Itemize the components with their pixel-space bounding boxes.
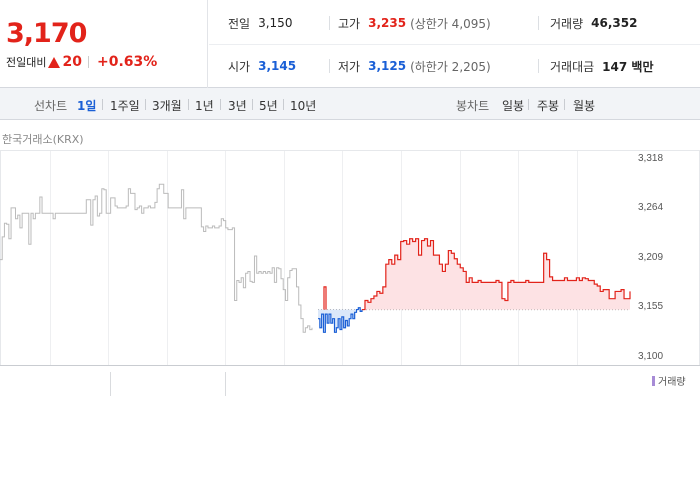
tab-1day[interactable]: 1일: [77, 99, 97, 113]
divider: [252, 99, 253, 110]
low-value: 3,125: [368, 59, 407, 73]
y-tick-label: 3,318: [638, 153, 663, 164]
divider: [283, 99, 284, 110]
price-box: 3,170 전일대비 20 +0.63%: [0, 0, 208, 88]
tab-1year[interactable]: 1년: [195, 99, 214, 113]
divider: [188, 99, 189, 110]
source-label: 한국거래소(KRX): [2, 133, 84, 146]
y-tick-label: 3,155: [638, 301, 663, 312]
volume-legend-label: 거래량: [658, 377, 686, 388]
volume-cell: 거래량 46,352: [550, 15, 637, 31]
series-previous-day: [0, 183, 313, 333]
quote-header: 3,170 전일대비 20 +0.63% 전일 3,150 고가 3,235 (…: [0, 0, 700, 88]
candle-chart-title: 봉차트: [456, 99, 490, 113]
prev-close-label: 전일: [228, 16, 251, 31]
open-label: 시가: [228, 59, 251, 74]
tab-5year[interactable]: 5년: [259, 99, 278, 113]
divider: [145, 99, 146, 110]
divider: [528, 99, 529, 110]
open-value: 3,145: [258, 59, 297, 73]
high-value: 3,235: [368, 16, 407, 30]
current-price: 3,170: [6, 18, 87, 49]
chart-tabs: 선차트 1일 1주일 3개월 1년 3년 5년 10년 봉차트 일봉 주봉 월봉: [0, 88, 700, 120]
change-label: 전일대비: [6, 56, 47, 69]
upper-limit: (상한가 4,095): [410, 16, 491, 31]
y-tick-label: 3,264: [638, 202, 663, 213]
volume-swatch: [652, 375, 655, 386]
lower-limit: (하한가 2,205): [410, 59, 491, 74]
tab-3year[interactable]: 3년: [228, 99, 247, 113]
open-cell: 시가 3,145: [228, 58, 296, 74]
series-below-prev-close: [318, 307, 363, 333]
prev-close-value: 3,150: [258, 16, 293, 30]
amount-label: 거래대금: [550, 59, 595, 74]
low-cell: 저가 3,125 (하한가 2,205): [338, 58, 491, 74]
change-row: 전일대비 20 +0.63%: [6, 54, 157, 70]
line-chart-title: 선차트: [34, 99, 68, 113]
high-label: 고가: [338, 16, 361, 31]
divider: [329, 59, 330, 73]
change-rate: +0.63%: [96, 54, 158, 70]
divider: [538, 59, 539, 73]
divider: [102, 99, 103, 110]
area-above-prev-close: [362, 238, 630, 310]
divider: [329, 16, 330, 30]
change-value: 20: [62, 54, 82, 70]
divider: [220, 99, 221, 110]
tab-daily[interactable]: 일봉: [502, 99, 525, 113]
y-tick-label: 3,100: [638, 351, 663, 362]
y-tick-label: 3,209: [638, 252, 663, 263]
tab-3month[interactable]: 3개월: [152, 99, 182, 113]
tab-1week[interactable]: 1주일: [110, 99, 140, 113]
prev-close-cell: 전일 3,150: [228, 15, 292, 31]
divider: [564, 99, 565, 110]
volume-legend: 거래량: [652, 373, 686, 388]
up-triangle-icon: [48, 56, 61, 68]
series-above-prev-close: [362, 238, 631, 311]
tab-10year[interactable]: 10년: [290, 99, 317, 113]
tab-weekly[interactable]: 주봉: [537, 99, 560, 113]
amount-value: 147 백만: [602, 59, 654, 74]
low-label: 저가: [338, 59, 361, 74]
opening-spike: [323, 286, 327, 310]
amount-cell: 거래대금 147 백만: [550, 58, 653, 74]
price-chart: 3,318 3,264 3,209 3,155 3,100: [0, 150, 700, 396]
volume-label: 거래량: [550, 16, 584, 31]
divider: [538, 16, 539, 30]
tab-monthly[interactable]: 월봉: [573, 99, 596, 113]
row-divider: [209, 44, 700, 45]
high-cell: 고가 3,235 (상한가 4,095): [338, 15, 491, 31]
volume-value: 46,352: [591, 16, 638, 30]
divider: [87, 56, 89, 68]
plot-frame: [0, 150, 700, 366]
